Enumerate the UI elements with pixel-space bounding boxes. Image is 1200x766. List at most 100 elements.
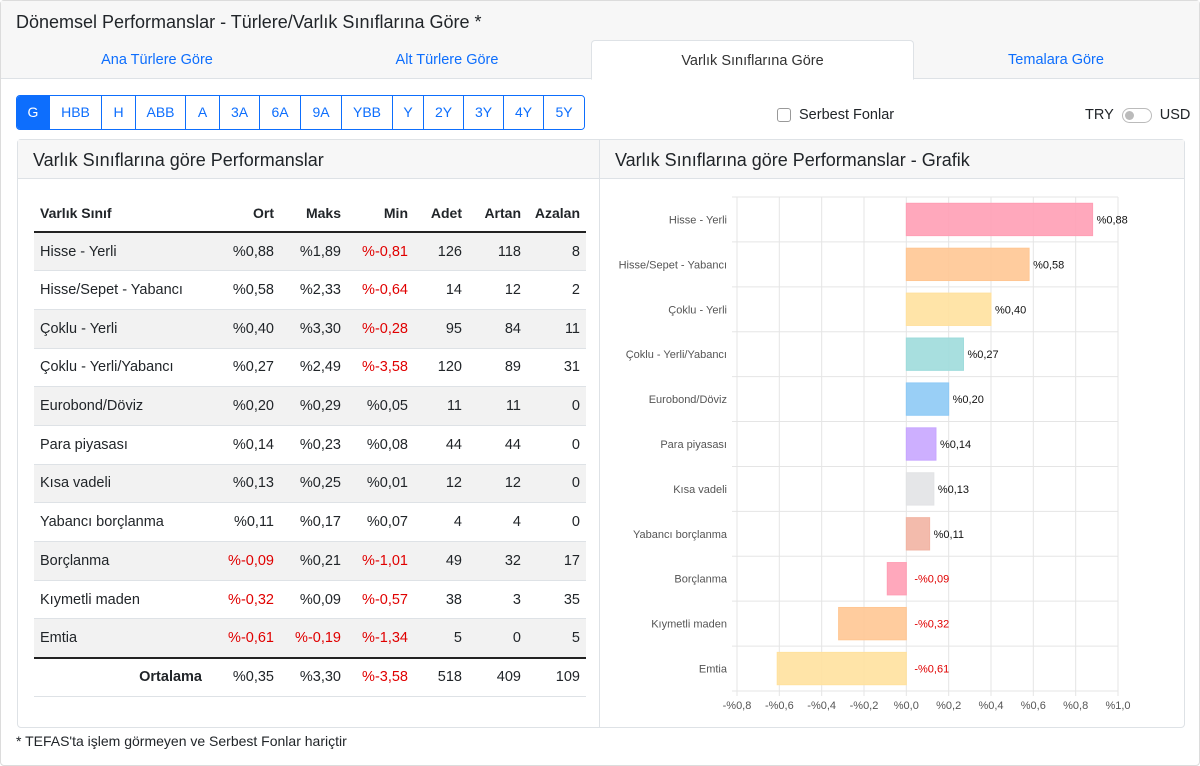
col-min[interactable]: Min [347,195,414,233]
cell-ort: %-0,09 [212,541,280,581]
period-ybb[interactable]: YBB [341,96,392,129]
cell-azalan: 35 [527,580,586,620]
bar-value-label: %0,11 [934,529,964,541]
period-h[interactable]: H [101,96,135,129]
avg-min: %-3,58 [347,656,414,698]
chart-panel: Varlık Sınıflarına göre Performanslar - … [599,139,1185,728]
table-row: Yabancı borçlanma %0,11 %0,17 %0,07 4 4 0 [34,502,586,542]
cell-min: %0,05 [347,386,414,426]
bar-value-label: %0,27 [967,349,998,361]
chart-bar [905,337,964,371]
period-5y[interactable]: 5Y [543,96,584,129]
cell-min: %0,07 [347,502,414,542]
cell-ort: %0,13 [212,464,280,504]
avg-label: Ortalama [34,656,212,698]
cell-ort: %0,20 [212,386,280,426]
card-header: Dönemsel Performanslar - Türlere/Varlık … [1,1,1199,80]
serbest-fonlar-toggle[interactable]: Serbest Fonlar [777,107,894,123]
cell-maks: %0,23 [280,425,347,465]
cell-varlik-sinif: Emtia [34,618,212,659]
col-adet[interactable]: Adet [414,195,468,233]
period-4y[interactable]: 4Y [503,96,543,129]
cell-azalan: 0 [527,464,586,504]
tab-varlik-siniflari[interactable]: Varlık Sınıflarına Göre [591,40,914,80]
currency-usd-label: USD [1159,107,1191,123]
cell-adet: 120 [414,348,468,388]
bar-value-label: %0,20 [953,394,984,406]
bar-value-label: -%0,32 [914,619,949,631]
period-a[interactable]: A [185,96,219,129]
y-category-label: Çoklu - Yerli [668,304,727,316]
table-row: Çoklu - Yerli/Yabancı %0,27 %2,49 %-3,58 120… [34,348,586,388]
cell-maks: %0,17 [280,502,347,542]
cell-adet: 12 [414,464,468,504]
cell-ort: %0,58 [212,270,280,310]
cell-maks: %0,21 [280,541,347,581]
cell-adet: 11 [414,386,468,426]
cell-ort: %-0,61 [212,618,280,659]
cell-artan: 44 [468,425,527,465]
col-artan[interactable]: Artan [468,195,527,233]
cell-azalan: 31 [527,348,586,388]
avg-azalan: 109 [527,656,586,698]
tab-bar: Ana Türlere Göre Alt Türlere Göre Varlık… [1,40,1199,80]
period-3y[interactable]: 3Y [463,96,503,129]
period-abb[interactable]: ABB [135,96,185,129]
cell-min: %-0,28 [347,309,414,349]
chart-bar [905,247,1030,282]
tab-alt-turler[interactable]: Alt Türlere Göre [395,52,499,68]
chart-bar [905,382,950,416]
currency-switch[interactable] [1121,107,1152,123]
cell-varlik-sinif: Çoklu - Yerli [34,309,212,349]
x-tick-label: -%0,2 [850,700,879,712]
chart-bar [905,517,931,551]
cell-min: %-1,34 [347,618,414,659]
cell-ort: %0,40 [212,309,280,349]
footnote: * TEFAS'ta işlem görmeyen ve Serbest Fon… [16,733,347,749]
y-category-label: Yabancı borçlanma [633,529,728,541]
tab-ana-turler[interactable]: Ana Türlere Göre [101,52,213,68]
tab-temalar[interactable]: Temalara Göre [1008,52,1104,68]
cell-artan: 84 [468,309,527,349]
cell-azalan: 17 [527,541,586,581]
cell-maks: %-0,19 [280,618,347,659]
cell-maks: %0,25 [280,464,347,504]
period-2y[interactable]: 2Y [423,96,463,129]
col-azalan[interactable]: Azalan [527,195,586,233]
period-hbb[interactable]: HBB [49,96,101,129]
table-footer-row: Ortalama %0,35 %3,30 %-3,58 518 409 109 [34,656,586,698]
cell-min: %-1,01 [347,541,414,581]
period-y[interactable]: Y [392,96,423,129]
cell-artan: 12 [468,464,527,504]
col-ort[interactable]: Ort [212,195,280,233]
avg-maks: %3,30 [280,656,347,698]
x-tick-label: -%0,6 [765,700,794,712]
cell-artan: 11 [468,386,527,426]
y-category-label: Hisse - Yerli [669,214,727,226]
cell-ort: %0,11 [212,502,280,542]
cell-artan: 12 [468,270,527,310]
cell-azalan: 5 [527,618,586,659]
x-tick-label: -%0,8 [723,700,752,712]
y-category-label: Kısa vadeli [673,484,727,496]
serbest-fonlar-checkbox[interactable] [777,108,791,122]
cell-azalan: 11 [527,309,586,349]
x-tick-label: %0,0 [894,700,919,712]
cell-varlik-sinif: Borçlanma [34,541,212,581]
period-g[interactable]: G [17,96,49,129]
chart-bar [905,427,937,461]
x-tick-label: %1,0 [1105,700,1130,712]
col-varlik-sinif[interactable]: Varlık Sınıf [34,195,212,233]
cell-min: %-0,81 [347,232,414,272]
cell-varlik-sinif: Eurobond/Döviz [34,386,212,426]
period-9a[interactable]: 9A [300,96,341,129]
col-maks[interactable]: Maks [280,195,347,233]
period-3a[interactable]: 3A [219,96,259,129]
chart-bar [905,292,992,326]
x-tick-label: %0,4 [978,700,1003,712]
cell-min: %-0,57 [347,580,414,620]
period-6a[interactable]: 6A [259,96,300,129]
period-selector: G HBB H ABB A 3A 6A 9A YBB Y 2Y 3Y 4Y 5Y [16,95,585,130]
cell-maks: %2,49 [280,348,347,388]
